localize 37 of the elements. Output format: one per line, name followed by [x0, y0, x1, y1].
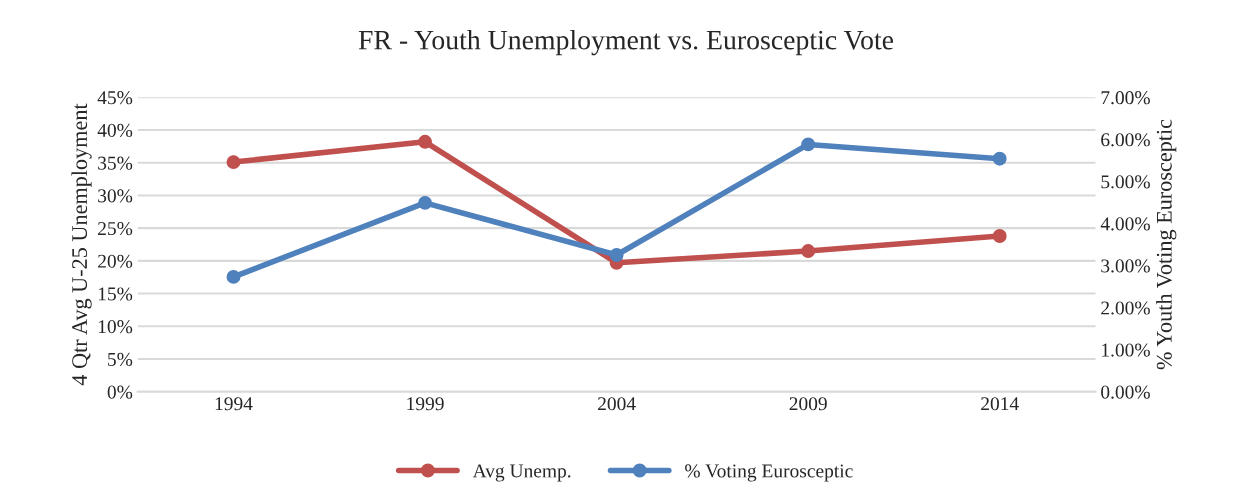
y-tick-label: 15% [98, 287, 133, 301]
y2-tick-label: 6.00% [1101, 133, 1150, 147]
point [418, 134, 432, 149]
chart-title: FR - Youth Unemployment vs. Eurosceptic Vote [358, 29, 894, 56]
y2-tick-label: 3.00% [1101, 259, 1150, 273]
y-axis-title: 4 Qtr Avg U-25 Unemployment [71, 103, 92, 386]
y2-tick-label: 1.00% [1102, 343, 1150, 357]
y2-axis-title: % Youth Voting Eurosceptic [1156, 119, 1177, 370]
y-tick-label: 10% [98, 320, 133, 334]
x-tick-label: 2009 [789, 397, 827, 411]
y2-tick-label: 0.00% [1101, 385, 1150, 399]
y2-tick-label: 7.00% [1101, 91, 1150, 105]
y-tick-label: 45% [97, 91, 133, 105]
legend-label: Avg Unemp. [472, 464, 571, 482]
y-tick-label: 40% [97, 123, 133, 138]
point [226, 155, 241, 170]
y-tick-label: 5% [108, 352, 133, 366]
point [226, 269, 241, 284]
y-tick-label: 25% [98, 221, 133, 236]
y2-tick-label: 4.00% [1100, 217, 1150, 231]
x-tick-label: 2004 [598, 397, 636, 411]
y-tick-label: 35% [98, 156, 133, 170]
point [801, 244, 816, 258]
point [609, 248, 624, 262]
x-tick-label: 2014 [981, 397, 1019, 411]
y2-tick-label: 5.00% [1101, 175, 1150, 189]
y2-tick-label: 2.00% [1101, 301, 1150, 315]
point [992, 151, 1007, 166]
y-tick-label: 0% [107, 385, 133, 399]
x-tick-label: 1999 [407, 397, 444, 411]
y-tick-label: 30% [98, 189, 133, 203]
point [801, 137, 816, 152]
legend-label: % Voting Eurosceptic [685, 464, 853, 482]
point [418, 195, 432, 210]
x-tick-label: 1994 [215, 397, 253, 411]
y-tick-label: 20% [98, 254, 133, 268]
point [992, 229, 1007, 243]
